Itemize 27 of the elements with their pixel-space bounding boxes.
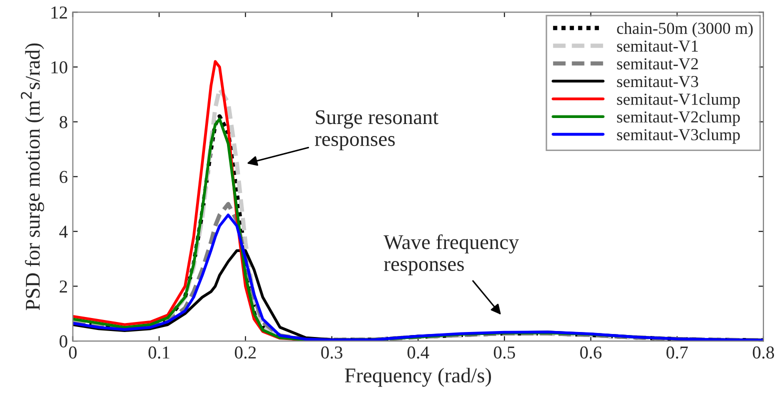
x-tick-label: 0.2: [234, 346, 256, 359]
y-tick-label: 2: [60, 280, 67, 292]
legend-label: semitaut-V2clump: [617, 110, 740, 126]
legend-label: semitaut-V2: [617, 58, 698, 70]
y-tick-label: 6: [60, 170, 68, 184]
annotation: Surge resonant responses: [314, 110, 438, 150]
x-axis-title: Frequency (rad/s): [344, 368, 491, 387]
legend-label: semitaut-V1clump: [617, 93, 740, 108]
x-tick-label: 0.1: [148, 346, 170, 359]
y-tick-label: 8: [60, 116, 68, 128]
x-tick-label: 0.6: [580, 346, 602, 359]
annotation: Wave frequency responses: [384, 234, 519, 276]
x-tick-label: 0: [68, 346, 77, 359]
x-tick-label: 0.8: [752, 346, 774, 359]
x-tick-label: 0.7: [666, 346, 688, 359]
legend-label: semitaut-V1: [617, 40, 698, 52]
legend-label: semitaut-V3: [617, 76, 698, 88]
x-tick-label: 0.3: [321, 346, 342, 359]
legend-label: chain-50m (3000 m): [617, 22, 753, 38]
y-tick-label: 4: [59, 226, 68, 238]
y-tick-label: 0: [60, 335, 68, 348]
x-tick-label: 0.4: [408, 346, 430, 359]
y-tick-label: 12: [51, 6, 67, 18]
x-tick-label: 0.5: [494, 346, 516, 359]
legend-label: semitaut-V3clump: [617, 128, 740, 144]
y-tick-label: 10: [51, 61, 68, 74]
y-axis-title: PSD for surge motion (m$^{2}$s/rad): [20, 43, 44, 310]
